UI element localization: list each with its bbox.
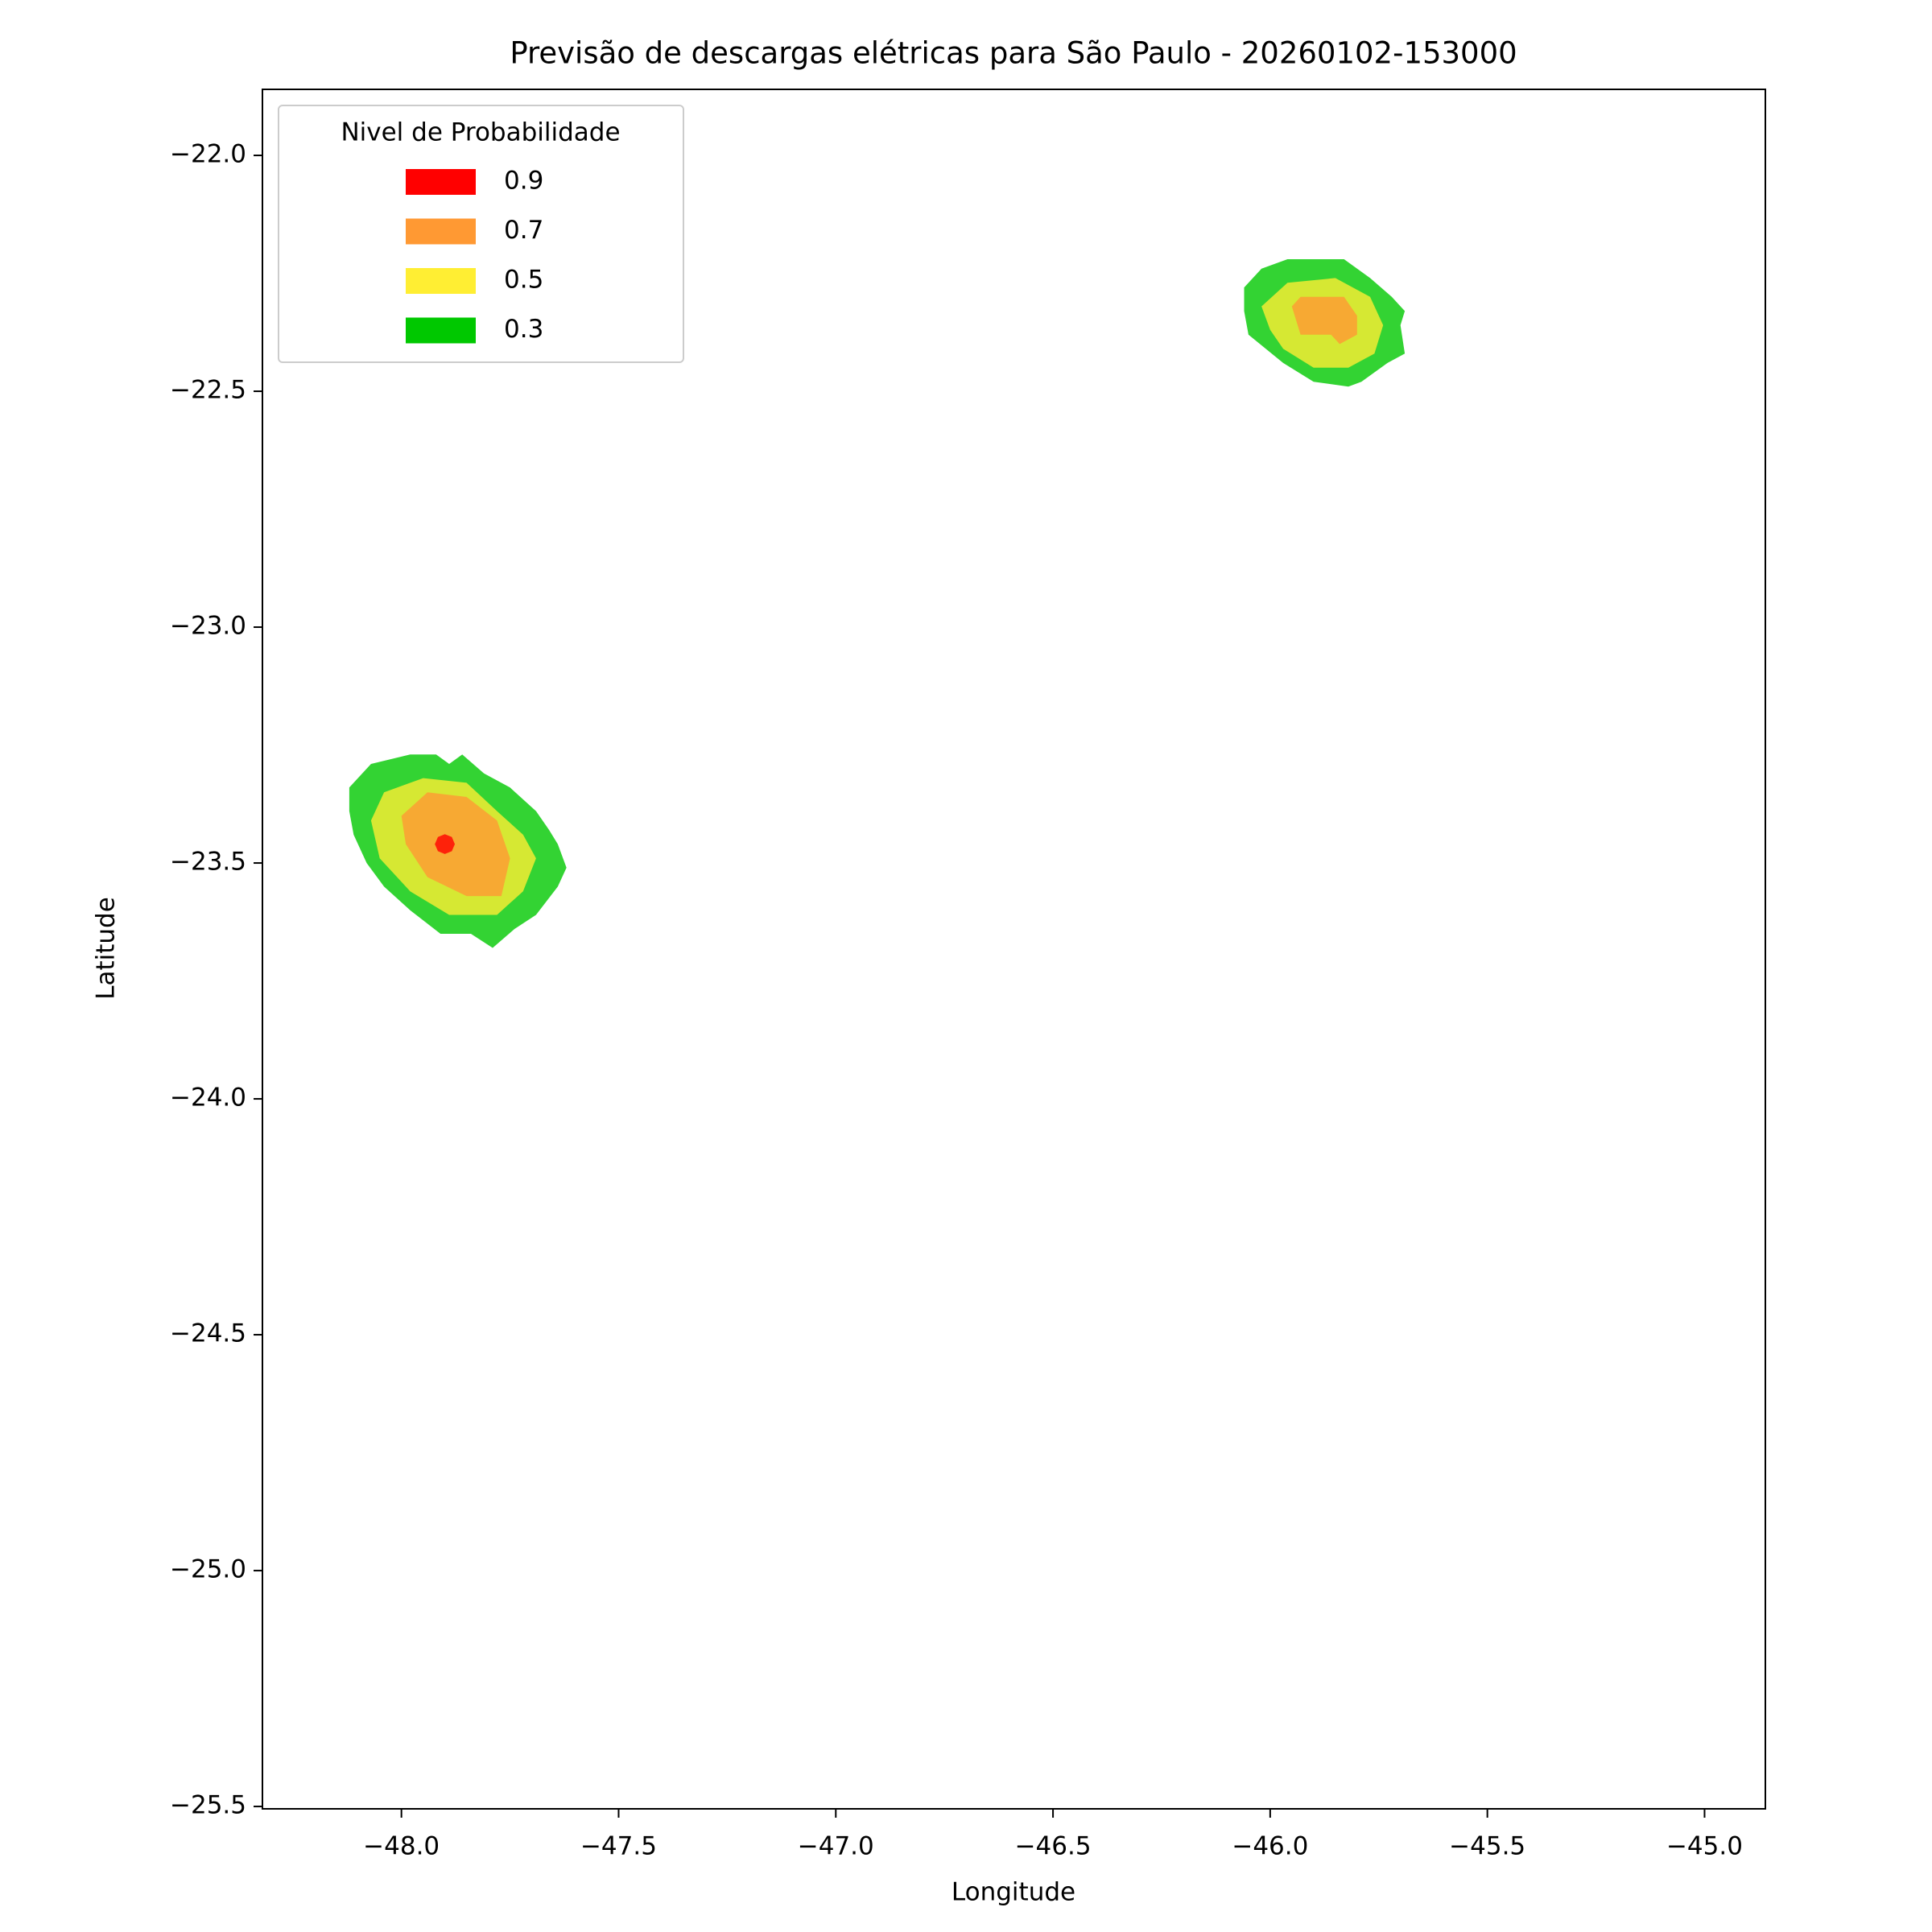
x-tick-label: −47.5 (580, 1832, 657, 1861)
x-axis-label: Longitude (952, 1878, 1075, 1907)
legend-swatch (406, 317, 476, 344)
legend-label: 0.3 (504, 315, 543, 344)
legend-label: 0.5 (504, 266, 543, 295)
legend: Nivel de Probabilidade 0.9 0.7 0.5 0.3 (278, 105, 684, 363)
y-tick-label: −24.5 (170, 1319, 246, 1348)
chart-title: Previsão de descargas elétricas para São… (510, 36, 1517, 71)
legend-swatch (406, 218, 476, 245)
contour-region (435, 834, 455, 854)
y-axis-label: Latitude (92, 897, 121, 1000)
y-tick-label: −23.0 (170, 612, 246, 641)
contour-region (1291, 296, 1357, 345)
legend-label: 0.7 (504, 216, 543, 245)
x-tick-label: −48.0 (363, 1832, 440, 1861)
y-tick-label: −23.5 (170, 848, 246, 877)
x-tick-label: −46.5 (1015, 1832, 1092, 1861)
x-tick-label: −45.0 (1666, 1832, 1743, 1861)
y-tick-label: −25.0 (170, 1555, 246, 1584)
legend-title: Nivel de Probabilidade (341, 118, 620, 147)
plot-frame (262, 89, 1766, 1810)
legend-swatch (406, 169, 476, 195)
y-tick-label: −25.5 (170, 1791, 246, 1820)
x-tick-label: −46.0 (1232, 1832, 1308, 1861)
y-tick-label: −22.5 (170, 376, 246, 405)
legend-box (278, 105, 684, 363)
y-tick-label: −22.0 (170, 140, 246, 169)
contour-region (401, 792, 510, 897)
legend-label: 0.9 (504, 167, 543, 196)
x-tick-label: −47.0 (798, 1832, 874, 1861)
legend-swatch (406, 268, 476, 294)
y-tick-label: −24.0 (170, 1084, 246, 1113)
x-tick-label: −45.5 (1449, 1832, 1525, 1861)
